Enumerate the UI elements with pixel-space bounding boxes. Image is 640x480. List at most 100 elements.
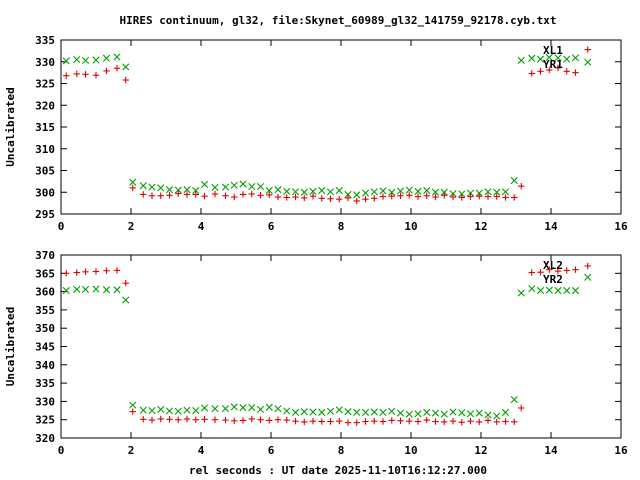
- chart-1-point-YR2: [397, 417, 404, 424]
- chart-0-point-YR1: [183, 191, 191, 198]
- chart-0-point-YR1: [476, 192, 483, 200]
- chart-0-point-XL1: [458, 190, 466, 198]
- chart-1-ytick-label: 370: [35, 249, 55, 262]
- chart-0-point-XL1: [414, 187, 422, 195]
- chart-0-xtick-label: 10: [404, 220, 417, 233]
- chart-1-point-XL2: [493, 412, 501, 420]
- chart-0-legend-YR1: YR1: [543, 58, 563, 71]
- chart-1-point-XL2: [458, 409, 466, 417]
- chart-1-point-XL2: [423, 408, 431, 416]
- chart-0-point-YR1: [222, 192, 229, 199]
- chart-0-point-XL1: [370, 188, 378, 196]
- chart-1-xtick-label: 2: [128, 444, 135, 457]
- chart-0-point-XL1: [361, 189, 370, 197]
- chart-0-point-YR1: [63, 72, 70, 79]
- chart-1-point-XL2: [92, 285, 100, 293]
- chart-1-point-XL2: [81, 285, 90, 293]
- chart-0-point-XL1: [571, 54, 580, 62]
- chart-0-point-XL1: [62, 57, 70, 65]
- chart-0-xtick-label: 8: [338, 220, 345, 233]
- chart-0-point-YR1: [82, 71, 89, 78]
- chart-1-point-XL2: [344, 408, 352, 416]
- chart-1-point-XL2: [248, 404, 256, 412]
- chart-1-point-YR2: [476, 418, 483, 426]
- chart-0-point-XL1: [423, 186, 431, 195]
- chart-1-point-YR2: [554, 267, 562, 275]
- chart-1-point-YR2: [274, 416, 282, 423]
- chart-0-point-XL1: [326, 188, 335, 196]
- chart-0-point-XL1: [493, 188, 501, 196]
- chart-0-point-YR1: [175, 190, 182, 197]
- chart-0-point-XL1: [157, 184, 165, 192]
- chart-0-xtick-label: 12: [474, 220, 487, 233]
- chart-0-point-YR1: [458, 194, 465, 201]
- chart-0-point-XL1: [344, 190, 352, 199]
- chart-0-point-XL1: [256, 183, 265, 191]
- chart-1-point-YR2: [432, 418, 439, 425]
- chart-0-ytick-label: 330: [35, 56, 55, 69]
- chart-0-point-YR1: [397, 192, 404, 199]
- bottom-panel: 320 325 330 335 340 345 350 355 360 365 370 0 2 4 6 8 10…: [4, 249, 628, 457]
- chart-1-point-YR2: [222, 416, 229, 424]
- chart-1-point-XL2: [148, 406, 156, 415]
- chart-1-point-YR2: [157, 415, 164, 423]
- chart-1-point-YR2: [266, 417, 273, 424]
- chart-0-point-YR1: [148, 192, 156, 199]
- chart-0-point-XL1: [318, 186, 326, 195]
- chart-0-point-XL1: [335, 186, 343, 195]
- chart-1-point-YR2: [148, 416, 156, 424]
- chart-1-point-XL2: [335, 406, 343, 414]
- chart-0-point-XL1: [449, 189, 457, 198]
- chart-0-point-YR1: [518, 182, 525, 190]
- chart-0-point-YR1: [283, 194, 290, 201]
- chart-1-ytick-label: 355: [35, 304, 55, 317]
- top-panel: 295 300 305 310 315 320 325 330 335 0 2 4 6 8 10 12 14 16…: [4, 34, 628, 233]
- chart-0-point-XL1: [545, 53, 553, 61]
- chart-0-point-XL1: [396, 187, 405, 195]
- chart-0-point-XL1: [221, 183, 230, 191]
- chart-1-ylabel: Uncalibrated: [4, 307, 17, 386]
- chart-1-point-XL2: [510, 395, 518, 404]
- chart-1-point-XL2: [484, 411, 492, 419]
- chart-1-point-YR2: [388, 417, 395, 424]
- chart-0-point-YR1: [379, 193, 387, 200]
- chart-0-point-YR1: [292, 193, 299, 201]
- chart-0-point-XL1: [192, 186, 200, 195]
- chart-1-point-YR2: [63, 270, 70, 277]
- chart-0-point-YR1: [467, 193, 474, 200]
- chart-0-point-YR1: [353, 197, 360, 205]
- chart-0-xtick-label: 0: [58, 220, 65, 233]
- chart-1-point-XL2: [274, 405, 282, 413]
- chart-title: HIRES continuum, gl32, file:Skynet_60989…: [119, 14, 556, 27]
- chart-0-ytick-label: 335: [35, 34, 55, 47]
- chart-1-point-YR2: [113, 267, 121, 274]
- chart-0-point-XL1: [510, 176, 518, 185]
- chart-0-xtick-label: 14: [544, 220, 558, 233]
- chart-0-point-YR1: [166, 192, 173, 199]
- chart-1-point-YR2: [82, 268, 89, 276]
- chart-0-point-YR1: [572, 69, 579, 76]
- chart-0-point-YR1: [546, 66, 553, 74]
- chart-1-point-XL2: [309, 408, 317, 416]
- chart-1-point-XL2: [318, 408, 326, 416]
- chart-0-point-YR1: [103, 67, 110, 75]
- chart-0-point-XL1: [536, 55, 545, 63]
- chart-0-xtick-label: 4: [198, 220, 205, 233]
- chart-0-point-YR1: [301, 194, 308, 202]
- chart-1-point-XL2: [396, 409, 405, 417]
- chart-0-point-XL1: [113, 53, 121, 61]
- chart-1-point-YR2: [458, 419, 465, 426]
- chart-1-point-YR2: [572, 266, 579, 273]
- chart-0-point-XL1: [431, 188, 440, 196]
- chart-0-ytick-label: 325: [35, 78, 55, 91]
- chart-1-point-XL2: [370, 408, 378, 416]
- chart-1-point-XL2: [183, 406, 191, 414]
- chart-0-point-YR1: [211, 190, 219, 198]
- chart-1-ytick-label: 320: [35, 432, 55, 445]
- chart-0-series-YR1: [63, 46, 591, 205]
- chart-1-point-XL2: [501, 408, 510, 416]
- chart-1-point-XL2: [73, 285, 81, 293]
- chart-1-legend-XL2: XL2: [543, 259, 563, 272]
- chart-1-point-XL2: [584, 273, 592, 281]
- chart-1-point-XL2: [440, 410, 448, 418]
